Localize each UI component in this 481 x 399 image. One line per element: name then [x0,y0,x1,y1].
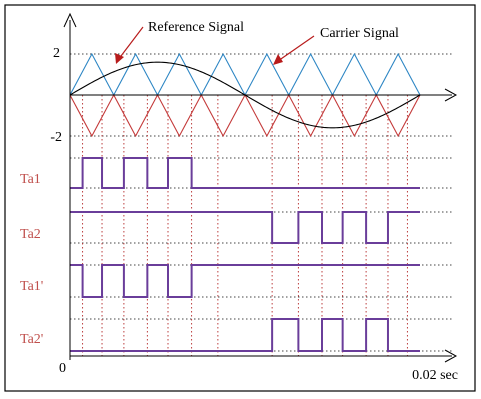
y-axis-arrow [63,12,77,28]
gate-label-ta1: Ta1 [20,172,41,187]
switching-guides [82,95,408,356]
gate-waveform-0 [70,157,420,189]
gate-waveform-3 [70,318,420,352]
zero-axis-arrow [444,88,458,102]
annotation-reference-signal: Reference Signal [148,20,244,35]
gate-waveform-2 [70,264,420,298]
figure-frame [4,4,476,392]
gate-label-ta2-prime: Ta2' [20,332,43,347]
gate-label-ta1-prime: Ta1' [20,279,43,294]
carrier-signal-arrow-line [277,35,315,62]
gate-label-ta2: Ta2 [20,227,41,242]
gate-waveform-1 [70,211,420,244]
origin-label: 0 [59,361,66,376]
x-end-label: 0.02 sec [412,368,458,383]
reference-signal-arrow-head [115,53,124,64]
y-tick-label-bottom: -2 [50,130,62,145]
labels: 2 -2 0 0.02 sec Reference Signal Carrier… [20,20,458,383]
reference-signal-arrow-line [117,26,144,61]
gate-signals [70,157,420,352]
time-axis-arrow [444,349,458,363]
axes [63,12,458,363]
annotation-carrier-signal: Carrier Signal [320,26,399,41]
y-tick-label-top: 2 [53,46,60,61]
annotation-arrows [115,26,315,65]
carrier-signal-arrow-head [273,54,283,65]
